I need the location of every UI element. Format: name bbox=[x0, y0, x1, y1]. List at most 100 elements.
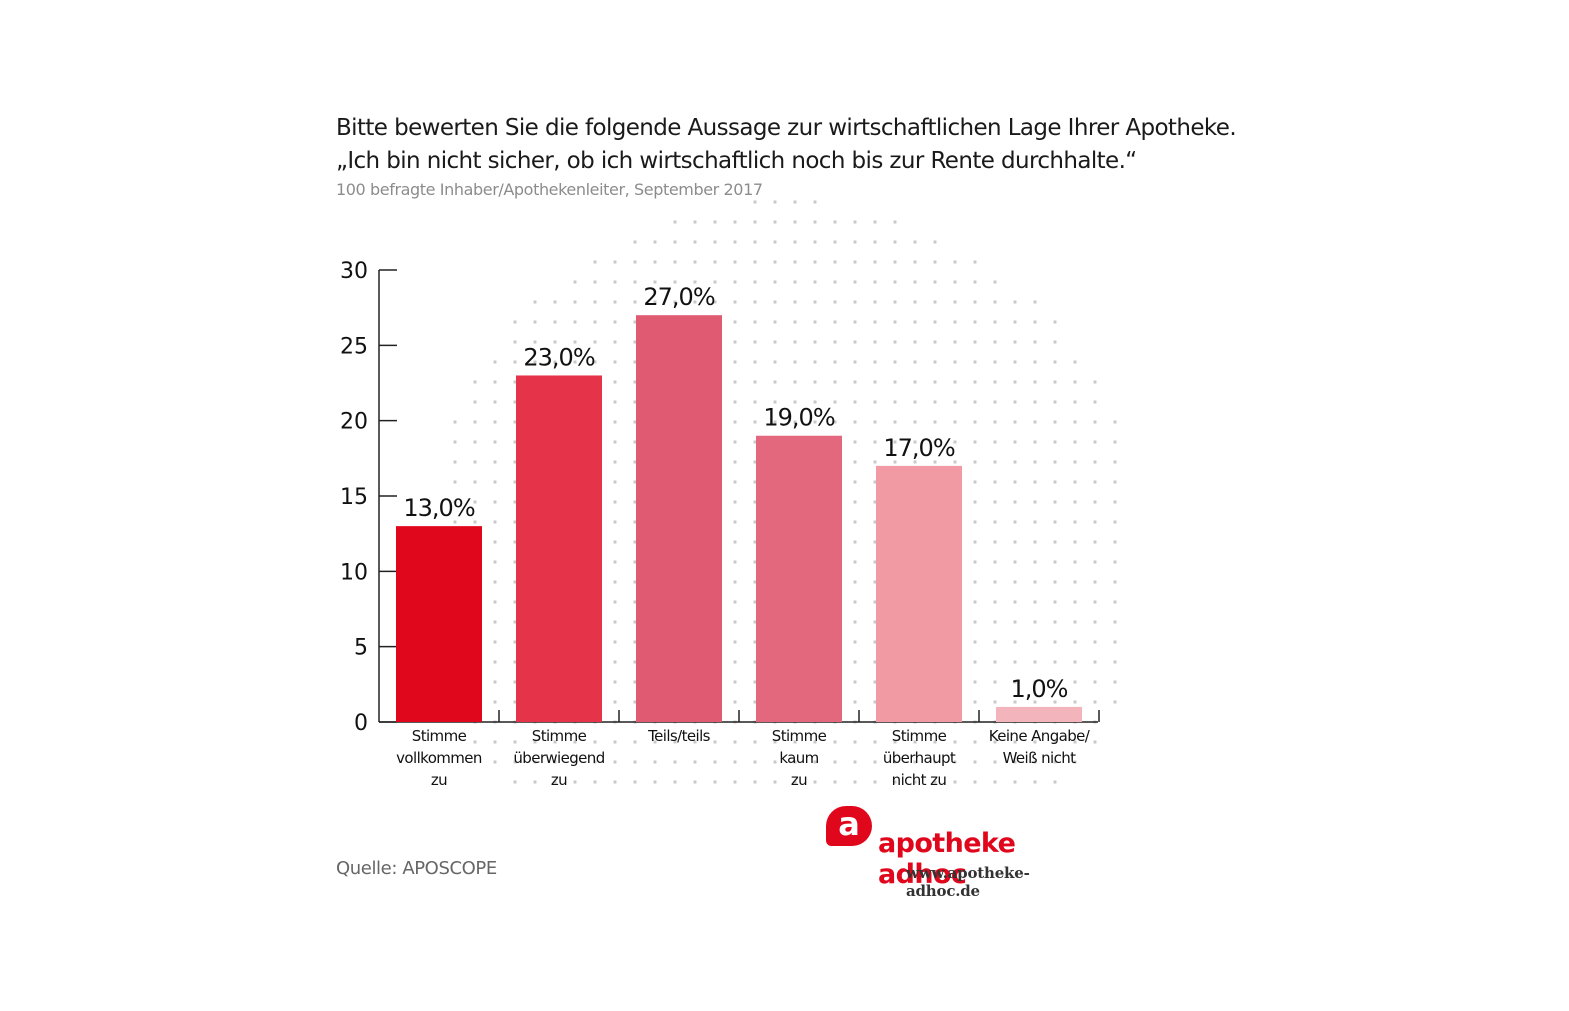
x-axis-labels: Stimme vollkommen zu Stimme überwiegend zu Tei… bbox=[396, 727, 1091, 789]
pattern-dot bbox=[693, 780, 697, 784]
pattern-dot bbox=[853, 680, 857, 684]
data-label: 1,0% bbox=[1011, 675, 1068, 703]
pattern-dot bbox=[613, 700, 617, 704]
pattern-dot bbox=[993, 280, 997, 284]
pattern-dot bbox=[1073, 580, 1077, 584]
pattern-dot bbox=[1073, 640, 1077, 644]
pattern-dot bbox=[513, 340, 517, 344]
pattern-dot bbox=[993, 320, 997, 324]
pattern-dot bbox=[933, 780, 937, 784]
pattern-dot bbox=[1033, 760, 1037, 764]
category-label: Teils/teils bbox=[647, 727, 710, 745]
pattern-dot bbox=[613, 560, 617, 564]
pattern-dot bbox=[953, 460, 957, 464]
pattern-dot bbox=[1033, 660, 1037, 664]
pattern-dot bbox=[1073, 480, 1077, 484]
category-label: Stimme bbox=[772, 727, 827, 745]
pattern-dot bbox=[973, 280, 977, 284]
pattern-dot bbox=[933, 420, 937, 424]
pattern-dot bbox=[733, 240, 737, 244]
pattern-dot bbox=[613, 340, 617, 344]
pattern-dot bbox=[833, 260, 837, 264]
pattern-dot bbox=[493, 560, 497, 564]
pattern-dot bbox=[873, 340, 877, 344]
pattern-dot bbox=[753, 320, 757, 324]
pattern-dot bbox=[993, 780, 997, 784]
pattern-dot bbox=[1053, 760, 1057, 764]
pattern-dot bbox=[753, 780, 757, 784]
pattern-dot bbox=[733, 620, 737, 624]
pattern-dot bbox=[733, 780, 737, 784]
pattern-dot bbox=[513, 420, 517, 424]
pattern-dot bbox=[453, 420, 457, 424]
pattern-dot bbox=[913, 240, 917, 244]
pattern-dot bbox=[793, 760, 797, 764]
pattern-dot bbox=[893, 420, 897, 424]
pattern-dot bbox=[853, 360, 857, 364]
pattern-dot bbox=[833, 240, 837, 244]
pattern-dot bbox=[873, 440, 877, 444]
pattern-dot bbox=[773, 400, 777, 404]
pattern-dot bbox=[593, 340, 597, 344]
pattern-dot bbox=[1033, 300, 1037, 304]
pattern-dot bbox=[653, 260, 657, 264]
pattern-dot bbox=[873, 560, 877, 564]
pattern-dot bbox=[873, 300, 877, 304]
pattern-dot bbox=[613, 460, 617, 464]
pattern-dot bbox=[933, 400, 937, 404]
pattern-dot bbox=[853, 640, 857, 644]
pattern-dot bbox=[693, 280, 697, 284]
pattern-dot bbox=[973, 260, 977, 264]
pattern-dot bbox=[1073, 620, 1077, 624]
pattern-dot bbox=[1073, 500, 1077, 504]
logo-name: apotheke adhoc bbox=[878, 828, 1016, 890]
pattern-dot bbox=[933, 300, 937, 304]
pattern-dot bbox=[713, 260, 717, 264]
pattern-dot bbox=[953, 440, 957, 444]
pattern-dot bbox=[753, 380, 757, 384]
pattern-dot bbox=[613, 400, 617, 404]
pattern-dot bbox=[533, 760, 537, 764]
pattern-dot bbox=[813, 340, 817, 344]
pattern-dot bbox=[793, 300, 797, 304]
pattern-dot bbox=[1073, 700, 1077, 704]
pattern-dot bbox=[833, 780, 837, 784]
pattern-dot bbox=[753, 760, 757, 764]
pattern-dot bbox=[513, 680, 517, 684]
pattern-dot bbox=[1033, 440, 1037, 444]
pattern-dot bbox=[833, 420, 837, 424]
pattern-dot bbox=[693, 260, 697, 264]
pattern-dot bbox=[1013, 640, 1017, 644]
pattern-dot bbox=[1073, 360, 1077, 364]
pattern-dot bbox=[873, 280, 877, 284]
pattern-dot bbox=[853, 220, 857, 224]
pattern-dot bbox=[513, 540, 517, 544]
pattern-dot bbox=[633, 700, 637, 704]
pattern-dot bbox=[673, 780, 677, 784]
pattern-dot bbox=[853, 240, 857, 244]
pattern-dot bbox=[673, 740, 677, 744]
pattern-dot bbox=[1093, 460, 1097, 464]
pattern-dot bbox=[653, 760, 657, 764]
pattern-dot bbox=[573, 360, 577, 364]
pattern-dot bbox=[1073, 460, 1077, 464]
pattern-dot bbox=[493, 360, 497, 364]
pattern-dot bbox=[593, 360, 597, 364]
pattern-dot bbox=[993, 660, 997, 664]
pattern-dot bbox=[993, 560, 997, 564]
pattern-dot bbox=[973, 620, 977, 624]
y-axis: 0 5 10 15 20 25 30 bbox=[340, 259, 1100, 736]
pattern-dot bbox=[873, 680, 877, 684]
pattern-dot bbox=[873, 740, 877, 744]
pattern-dot bbox=[733, 760, 737, 764]
pattern-dot bbox=[753, 500, 757, 504]
pattern-dot bbox=[1033, 420, 1037, 424]
pattern-dot bbox=[833, 320, 837, 324]
pattern-dot bbox=[1073, 380, 1077, 384]
pattern-dot bbox=[993, 420, 997, 424]
pattern-dot bbox=[853, 560, 857, 564]
pattern-dot bbox=[673, 240, 677, 244]
pattern-dot bbox=[953, 260, 957, 264]
pattern-dot bbox=[793, 240, 797, 244]
pattern-dot bbox=[1113, 520, 1117, 524]
